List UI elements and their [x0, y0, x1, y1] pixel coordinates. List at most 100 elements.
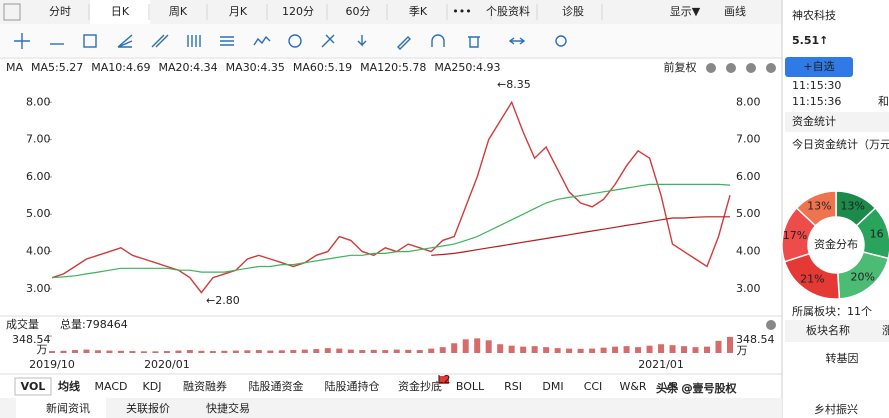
- tab[interactable]: 周K: [169, 5, 188, 18]
- indicator-tab[interactable]: 均线: [58, 379, 80, 393]
- indicator-tab[interactable]: RSI: [504, 380, 522, 393]
- legend-entry: MA: [6, 61, 23, 74]
- icon[interactable]: [83, 34, 97, 48]
- tab[interactable]: 显示▼: [670, 5, 701, 18]
- indicator-tab[interactable]: BOLL: [456, 380, 485, 393]
- table-header: 板块名称: [806, 323, 850, 337]
- button[interactable]: [746, 63, 756, 73]
- icon[interactable]: [468, 36, 480, 48]
- tab[interactable]: 诊股: [562, 4, 584, 18]
- tab[interactable]: 个股资料: [486, 4, 530, 18]
- add-button[interactable]: [785, 57, 853, 77]
- tab[interactable]: 季K: [409, 5, 428, 18]
- indicator-tab[interactable]: MACD: [95, 380, 128, 393]
- panel-header: [785, 112, 889, 132]
- indicator-tab[interactable]: CCI: [584, 380, 603, 393]
- y-tick-label: 4.00: [26, 245, 51, 258]
- y-tick-label: 6.00: [736, 170, 761, 183]
- icon[interactable]: [397, 36, 411, 50]
- indicator-tab[interactable]: W&R: [619, 380, 646, 393]
- pie-slice: [795, 190, 837, 227]
- slice-label: 13%: [807, 199, 831, 212]
- icon[interactable]: [3, 3, 21, 21]
- indicator-tab[interactable]: VOL: [21, 380, 46, 393]
- tab[interactable]: 日K: [111, 5, 130, 18]
- bottom-tab[interactable]: 新闻资讯: [46, 401, 90, 415]
- series-line: [51, 183, 731, 279]
- icon[interactable]: [151, 34, 169, 48]
- button[interactable]: [726, 63, 736, 73]
- volume-total: 总量:798464: [60, 317, 128, 331]
- bottom-tab[interactable]: 关联报价: [126, 401, 170, 415]
- volume-bar: [117, 350, 124, 353]
- volume-bar: [462, 339, 469, 353]
- volume-bar: [577, 348, 584, 353]
- volume-bar: [221, 350, 228, 353]
- tab[interactable]: 分时: [49, 5, 71, 18]
- indicator-tab[interactable]: 资金抄底: [398, 379, 442, 393]
- legend-entry: MA120:5.78: [360, 61, 426, 74]
- icon[interactable]: [555, 35, 567, 47]
- draw-toolbar: [0, 24, 782, 58]
- icon[interactable]: [220, 36, 234, 46]
- button[interactable]: [706, 63, 716, 73]
- adjust-mode[interactable]: 前复权: [664, 60, 697, 74]
- volume-bar: [520, 346, 527, 353]
- tab[interactable]: 月K: [229, 5, 248, 18]
- icon[interactable]: [14, 33, 30, 49]
- y-tick-label: 5.00: [736, 207, 761, 220]
- volume-bar: [347, 349, 354, 353]
- badge: L2: [437, 373, 450, 386]
- icon[interactable]: [187, 35, 201, 47]
- bottom-tab[interactable]: 快捷交易: [206, 401, 250, 415]
- indicator-tab[interactable]: 陆股通资金: [249, 379, 304, 393]
- y-tick-label: 7.00: [26, 133, 51, 146]
- sector-name[interactable]: 乡村振兴: [814, 402, 858, 416]
- series-line: [431, 216, 730, 256]
- button[interactable]: [766, 320, 776, 330]
- volume-bar: [669, 345, 676, 353]
- badge-bg: [439, 376, 449, 384]
- pie-center-label: 资金分布: [814, 237, 858, 251]
- volume-bar: [198, 350, 205, 353]
- add-label[interactable]: +自选: [803, 60, 834, 73]
- volume-bar: [49, 351, 55, 353]
- icon[interactable]: [357, 35, 367, 47]
- icon[interactable]: [288, 34, 302, 48]
- stock-name: 神农科技: [792, 8, 836, 22]
- indicator-tab[interactable]: DMI: [542, 380, 563, 393]
- icon[interactable]: [253, 35, 271, 46]
- volume-bar: [600, 347, 607, 353]
- volume-bar: [543, 347, 550, 353]
- y-tick-label: 4.00: [736, 245, 761, 258]
- tab[interactable]: 画线: [724, 4, 746, 18]
- annotation: ←2.80: [206, 294, 240, 307]
- indicator-tab[interactable]: 陆股通持仓: [325, 379, 380, 393]
- tab[interactable]: 60分: [346, 5, 371, 18]
- tab-active: [90, 0, 150, 24]
- slice-label: 16: [870, 228, 884, 241]
- volume-bar: [497, 344, 504, 353]
- volume-bar: [451, 343, 458, 353]
- tab[interactable]: 120分: [282, 5, 314, 18]
- panel-title: 所属板块：11个: [792, 304, 872, 318]
- volume-bar: [474, 338, 481, 353]
- icon[interactable]: [431, 34, 445, 47]
- icon[interactable]: [117, 34, 133, 48]
- indicator-tab[interactable]: VR: [663, 380, 679, 393]
- tab[interactable]: •••: [452, 5, 471, 18]
- volume-bar: [485, 340, 492, 353]
- icon[interactable]: [321, 34, 335, 48]
- x-tick-label: 2021/01: [638, 358, 684, 371]
- y-tick-label: 6.00: [26, 170, 51, 183]
- tab-active: [16, 398, 106, 418]
- indicator-tab[interactable]: KDJ: [143, 380, 162, 393]
- volume-bar: [106, 350, 113, 353]
- sector-name[interactable]: 转基因: [826, 351, 859, 365]
- volume-bar: [566, 348, 573, 353]
- icon[interactable]: [508, 37, 526, 45]
- volume-bar: [278, 350, 285, 353]
- indicator-tab[interactable]: 融资融券: [183, 379, 227, 393]
- button[interactable]: [766, 63, 776, 73]
